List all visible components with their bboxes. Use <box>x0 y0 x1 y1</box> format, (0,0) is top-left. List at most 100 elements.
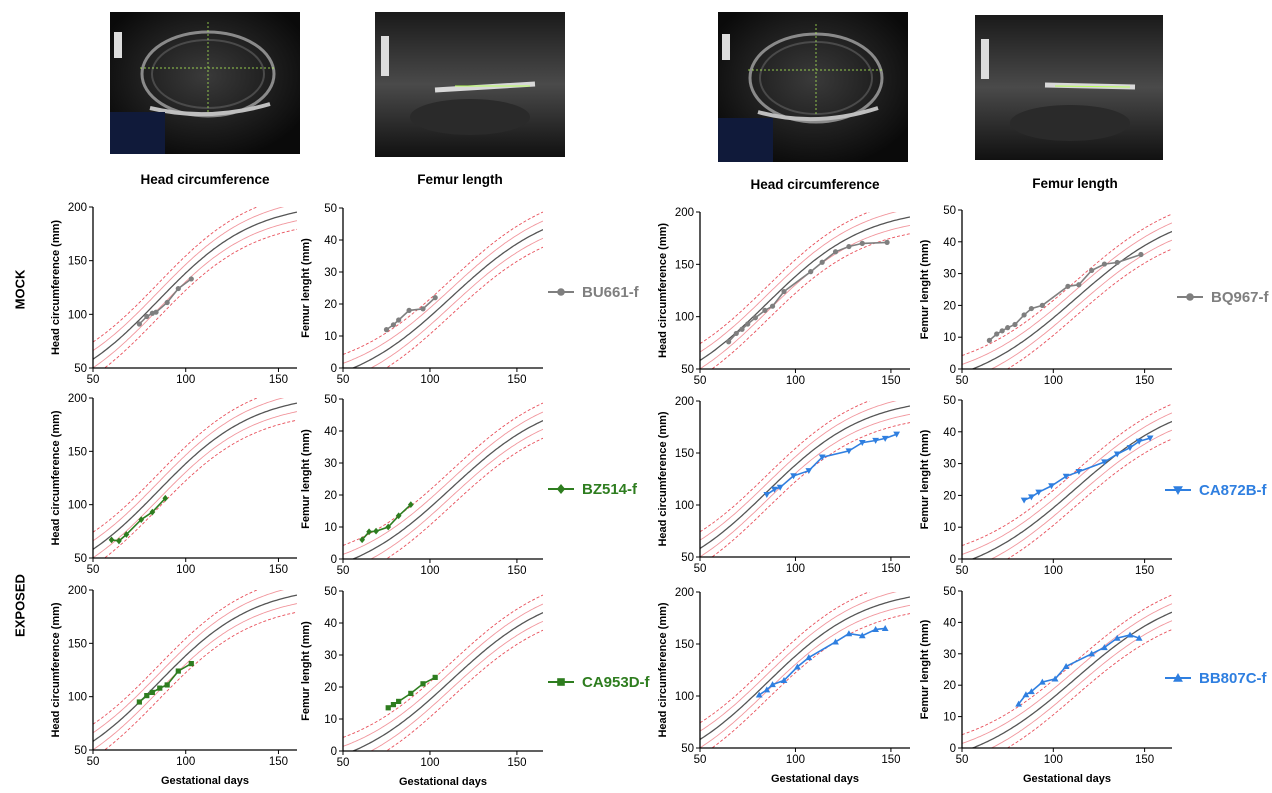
reference-curves <box>962 403 1172 559</box>
data-point <box>733 330 739 337</box>
reference-band-line <box>103 228 297 368</box>
y-axis-label: Head circumference (mm) <box>657 223 669 358</box>
data-point <box>383 327 390 333</box>
x-tick-label: 100 <box>176 374 195 386</box>
ultrasound-image-fl-right <box>975 15 1163 160</box>
data-point <box>188 661 194 667</box>
data-point <box>858 632 866 639</box>
data-point <box>1015 700 1022 707</box>
data-point <box>999 328 1005 334</box>
reference-mean-line <box>970 420 1172 559</box>
x-tick-label: 150 <box>881 754 900 766</box>
x-tick-label: 150 <box>269 374 288 386</box>
data-point <box>1135 438 1143 445</box>
reference-band-line <box>990 620 1172 748</box>
data-point <box>406 307 412 313</box>
x-tick-label: 50 <box>956 754 969 766</box>
data-point <box>164 299 170 306</box>
reference-curves <box>343 211 543 368</box>
reference-curves <box>962 213 1172 369</box>
x-tick-label: 100 <box>1044 565 1063 577</box>
y-tick-label: 50 <box>324 394 337 406</box>
data-point <box>1113 451 1121 458</box>
x-tick-label: 100 <box>1044 754 1063 766</box>
data-point <box>1062 473 1070 480</box>
legend-label: CA953D-f <box>582 674 650 691</box>
series-line-BQ967-f <box>988 253 1142 342</box>
legend-BZ514: BZ514-f <box>546 481 637 499</box>
x-tick-label: 100 <box>176 756 195 768</box>
ultrasound-hc-left-graphic <box>110 12 300 154</box>
y-tick-label: 150 <box>675 639 694 651</box>
chart-panel-hc-BU661: 50 100 150 200 50 100 150 Head circumference (m… <box>50 202 297 386</box>
reference-band-line <box>343 603 543 747</box>
data-point <box>420 306 426 312</box>
y-tick-label: 30 <box>324 267 337 279</box>
data-point <box>1022 691 1030 698</box>
y-tick-label: 200 <box>675 207 694 219</box>
reference-band-line <box>700 212 897 353</box>
x-tick-label: 50 <box>337 565 350 577</box>
data-point <box>1065 283 1071 289</box>
data-point <box>762 307 768 313</box>
data-point <box>1113 634 1121 641</box>
legend-marker-graphic <box>1165 485 1191 495</box>
y-tick-label: 40 <box>324 618 337 630</box>
y-tick-label: 30 <box>324 650 337 662</box>
data-point <box>1048 483 1055 490</box>
reference-band-line <box>93 590 259 725</box>
data-point <box>858 440 866 446</box>
reference-band-line <box>700 592 897 732</box>
y-axis-label: Head circumference (mm) <box>50 410 62 545</box>
data-point <box>986 337 992 343</box>
data-point <box>1028 305 1034 312</box>
chart-panel-fl-BZ514: 0 10 20 30 40 50 50 100 150 Femur lenght (mm) <box>300 394 543 577</box>
y-tick-label: 20 <box>324 299 337 311</box>
reference-band-line <box>711 233 910 369</box>
legend-label: CA872B-f <box>1199 482 1267 499</box>
data-point <box>366 528 372 536</box>
y-tick-label: 30 <box>943 459 956 471</box>
y-tick-label: 30 <box>324 458 337 470</box>
series-line-BB807C-f <box>758 627 886 696</box>
data-point <box>1038 678 1046 685</box>
y-tick-label: 200 <box>68 585 87 597</box>
reference-mean-line <box>351 420 543 559</box>
data-point <box>755 691 763 698</box>
data-point <box>385 705 391 711</box>
y-tick-label: 50 <box>324 203 337 215</box>
legend-CA953D: CA953D-f <box>546 674 650 692</box>
y-axis-label: Femur lenght (mm) <box>919 619 931 719</box>
data-point <box>1076 282 1082 288</box>
y-axis-label: Head circumference (mm) <box>50 220 62 355</box>
data-point <box>818 454 826 461</box>
reference-band-line <box>700 224 910 369</box>
data-point <box>1051 675 1059 682</box>
y-tick-label: 50 <box>943 395 956 407</box>
reference-band-line <box>700 401 897 541</box>
x-tick-label: 150 <box>507 374 526 386</box>
data-point <box>390 702 397 708</box>
data-point <box>769 681 776 688</box>
data-point <box>781 288 787 295</box>
x-tick-label: 150 <box>881 563 900 575</box>
y-tick-label: 50 <box>74 553 87 565</box>
data-point <box>359 536 365 544</box>
column-title-hc-right: Head circumference <box>750 177 880 192</box>
ultrasound-hc-right-graphic <box>718 12 908 162</box>
reference-band-line <box>93 398 259 533</box>
y-tick-label: 0 <box>331 746 337 758</box>
reference-mean-line <box>351 612 543 751</box>
ultrasound-image-hc-right <box>718 12 908 162</box>
x-tick-label: 100 <box>420 757 439 769</box>
data-point <box>144 693 150 699</box>
y-tick-label: 10 <box>943 522 956 534</box>
data-point <box>769 303 776 309</box>
reference-mean-line <box>970 611 1172 748</box>
x-tick-label: 50 <box>337 757 350 769</box>
y-axis-label: Femur lenght (mm) <box>919 239 931 339</box>
x-tick-label: 150 <box>1135 375 1154 387</box>
x-tick-label: 50 <box>337 374 350 386</box>
legend-marker-point <box>1173 485 1183 495</box>
data-point <box>136 321 142 327</box>
